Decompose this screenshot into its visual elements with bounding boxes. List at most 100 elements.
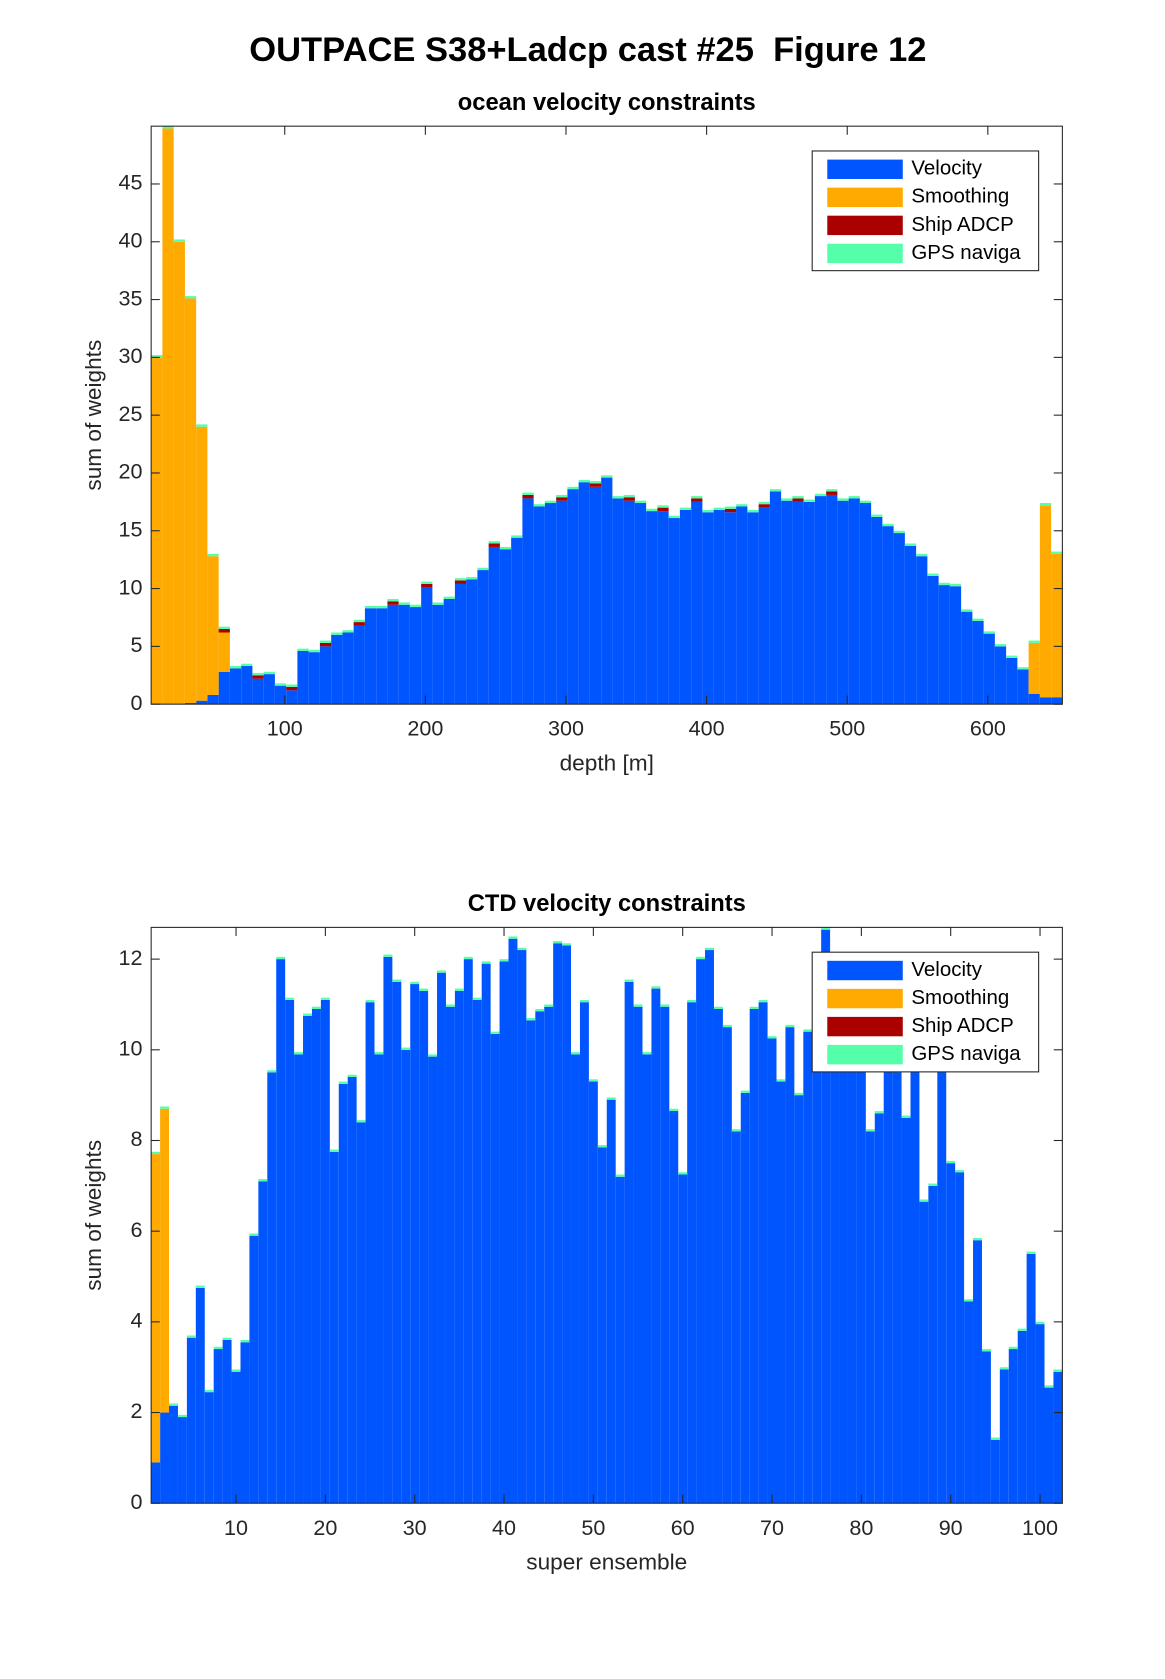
bar-segment (374, 1054, 384, 1504)
bar-segment (160, 1106, 170, 1109)
bar-segment (241, 666, 253, 705)
bar-segment (597, 1145, 607, 1148)
x-tick-label: 20 (313, 1515, 337, 1540)
x-tick-label: 100 (267, 716, 303, 741)
bar-segment (319, 640, 332, 643)
bar-segment (972, 618, 984, 621)
bar-segment (218, 632, 230, 672)
bar-segment (702, 509, 714, 513)
bar-segment (553, 940, 563, 944)
bar-segment (308, 649, 320, 653)
bar-segment (646, 511, 658, 705)
y-axis-label: sum of weights (81, 340, 106, 491)
bar-segment (633, 1004, 643, 1007)
bar-segment (454, 578, 467, 581)
bar-segment (374, 1052, 384, 1055)
bar-segment (184, 296, 197, 299)
x-tick-label: 400 (689, 716, 725, 741)
bar-segment (973, 1237, 982, 1241)
bar-segment (705, 947, 714, 951)
bar-segment (151, 1154, 161, 1463)
bar-segment (267, 1072, 277, 1504)
bar-segment (463, 956, 473, 960)
bar-segment (353, 622, 365, 626)
bar-segment (222, 1339, 232, 1504)
bar-segment (488, 546, 500, 705)
bar-segment (623, 494, 635, 498)
bar-segment (696, 956, 706, 960)
bar-segment (919, 1201, 929, 1504)
bar-segment (222, 1337, 232, 1340)
bar-segment (556, 497, 568, 501)
bar-segment (859, 503, 872, 705)
bar-segment (910, 1022, 920, 1504)
bar-segment (794, 1095, 804, 1504)
bar-segment (490, 1033, 500, 1504)
bar-segment (749, 1009, 759, 1504)
bar-segment (286, 690, 298, 705)
bar-segment (184, 298, 197, 704)
bar-segment (792, 498, 804, 502)
bar-segment (792, 501, 804, 705)
bar-segment (949, 586, 962, 705)
bar-segment (964, 1299, 974, 1302)
bar-segment (657, 511, 669, 705)
bar-segment (466, 577, 478, 580)
bar-segment (731, 1131, 741, 1504)
bar-segment (679, 507, 692, 510)
bar-segment (517, 950, 527, 1504)
bar-segment (865, 1129, 875, 1132)
bar-segment (421, 583, 433, 588)
bar-segment (669, 1108, 679, 1112)
x-tick-label: 50 (581, 1515, 605, 1540)
bar-segment (421, 587, 433, 705)
bar-segment (1035, 1324, 1045, 1504)
bar-segment (508, 936, 518, 939)
bar-segment (303, 1013, 312, 1016)
bar-segment (578, 479, 590, 483)
bar-segment (356, 1122, 366, 1504)
bar-segment (329, 1151, 339, 1504)
bar-segment (526, 1020, 536, 1504)
bar-segment (285, 997, 295, 1000)
legend-label: GPS naviga (911, 241, 1021, 264)
y-tick-label: 10 (119, 574, 143, 599)
bar-segment (297, 650, 309, 705)
bar-segment (173, 239, 185, 242)
bar-segment (218, 629, 230, 633)
bar-segment (207, 694, 219, 705)
bar-segment (904, 545, 917, 705)
bar-segment (634, 503, 647, 705)
bar-segment (696, 959, 706, 1504)
figure-title: OUTPACE S38+Ladcp cast #25 Figure 12 (249, 31, 926, 69)
bar-segment (383, 954, 393, 957)
bar-segment (488, 543, 500, 547)
bar-segment (722, 1024, 732, 1028)
bar-segment (398, 602, 410, 605)
bar-segment (499, 959, 509, 962)
bar-segment (578, 482, 590, 705)
bar-segment (258, 1181, 268, 1504)
bar-segment (588, 1079, 598, 1082)
bar-segment (740, 1092, 750, 1504)
bar-segment (687, 999, 697, 1003)
bar-segment (794, 1092, 804, 1096)
bar-segment (781, 500, 793, 705)
bar-segment (642, 1054, 652, 1504)
bar-segment (615, 1174, 625, 1177)
bar-segment (758, 507, 770, 705)
bar-segment (769, 489, 782, 492)
bar-segment (445, 1004, 455, 1007)
bar-segment (303, 1015, 312, 1504)
bar-segment (472, 999, 482, 1504)
bar-segment (252, 672, 264, 676)
bar-segment (1028, 642, 1040, 694)
bar-segment (839, 1049, 848, 1504)
bar-segment (392, 979, 402, 982)
bar-segment (990, 1439, 1000, 1504)
bar-segment (893, 530, 905, 534)
bar-segment (196, 700, 208, 705)
bar-segment (946, 1160, 956, 1164)
bar-segment (588, 1081, 598, 1504)
x-axis-label: super ensemble (526, 1550, 687, 1575)
